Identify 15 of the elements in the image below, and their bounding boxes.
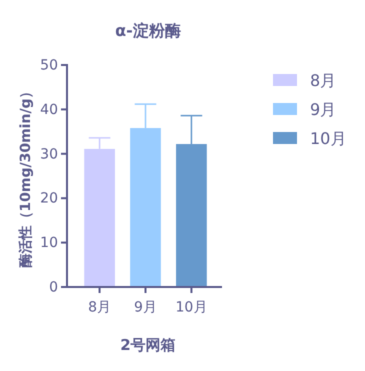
y-tick-label: 40 (40, 102, 58, 118)
legend-label: 8月 (310, 71, 336, 90)
y-tick-label: 50 (40, 57, 58, 74)
y-tick-label: 20 (40, 190, 58, 207)
y-tick-label: 30 (40, 146, 58, 162)
x-axis-title: 2号网箱 (120, 336, 176, 354)
x-tick-label: 10月 (176, 299, 208, 316)
x-tick-label: 8月 (88, 299, 112, 316)
y-tick-label: 10 (40, 235, 58, 252)
chart-title: α-淀粉酶 (115, 21, 181, 40)
y-tick-label: 0 (49, 279, 58, 296)
y-axis-title: 酶活性（10mg/30min/g） (18, 84, 34, 268)
x-tick-label: 9月 (134, 299, 157, 316)
legend-label: 10月 (310, 129, 346, 148)
legend-label: 9月 (310, 100, 336, 119)
